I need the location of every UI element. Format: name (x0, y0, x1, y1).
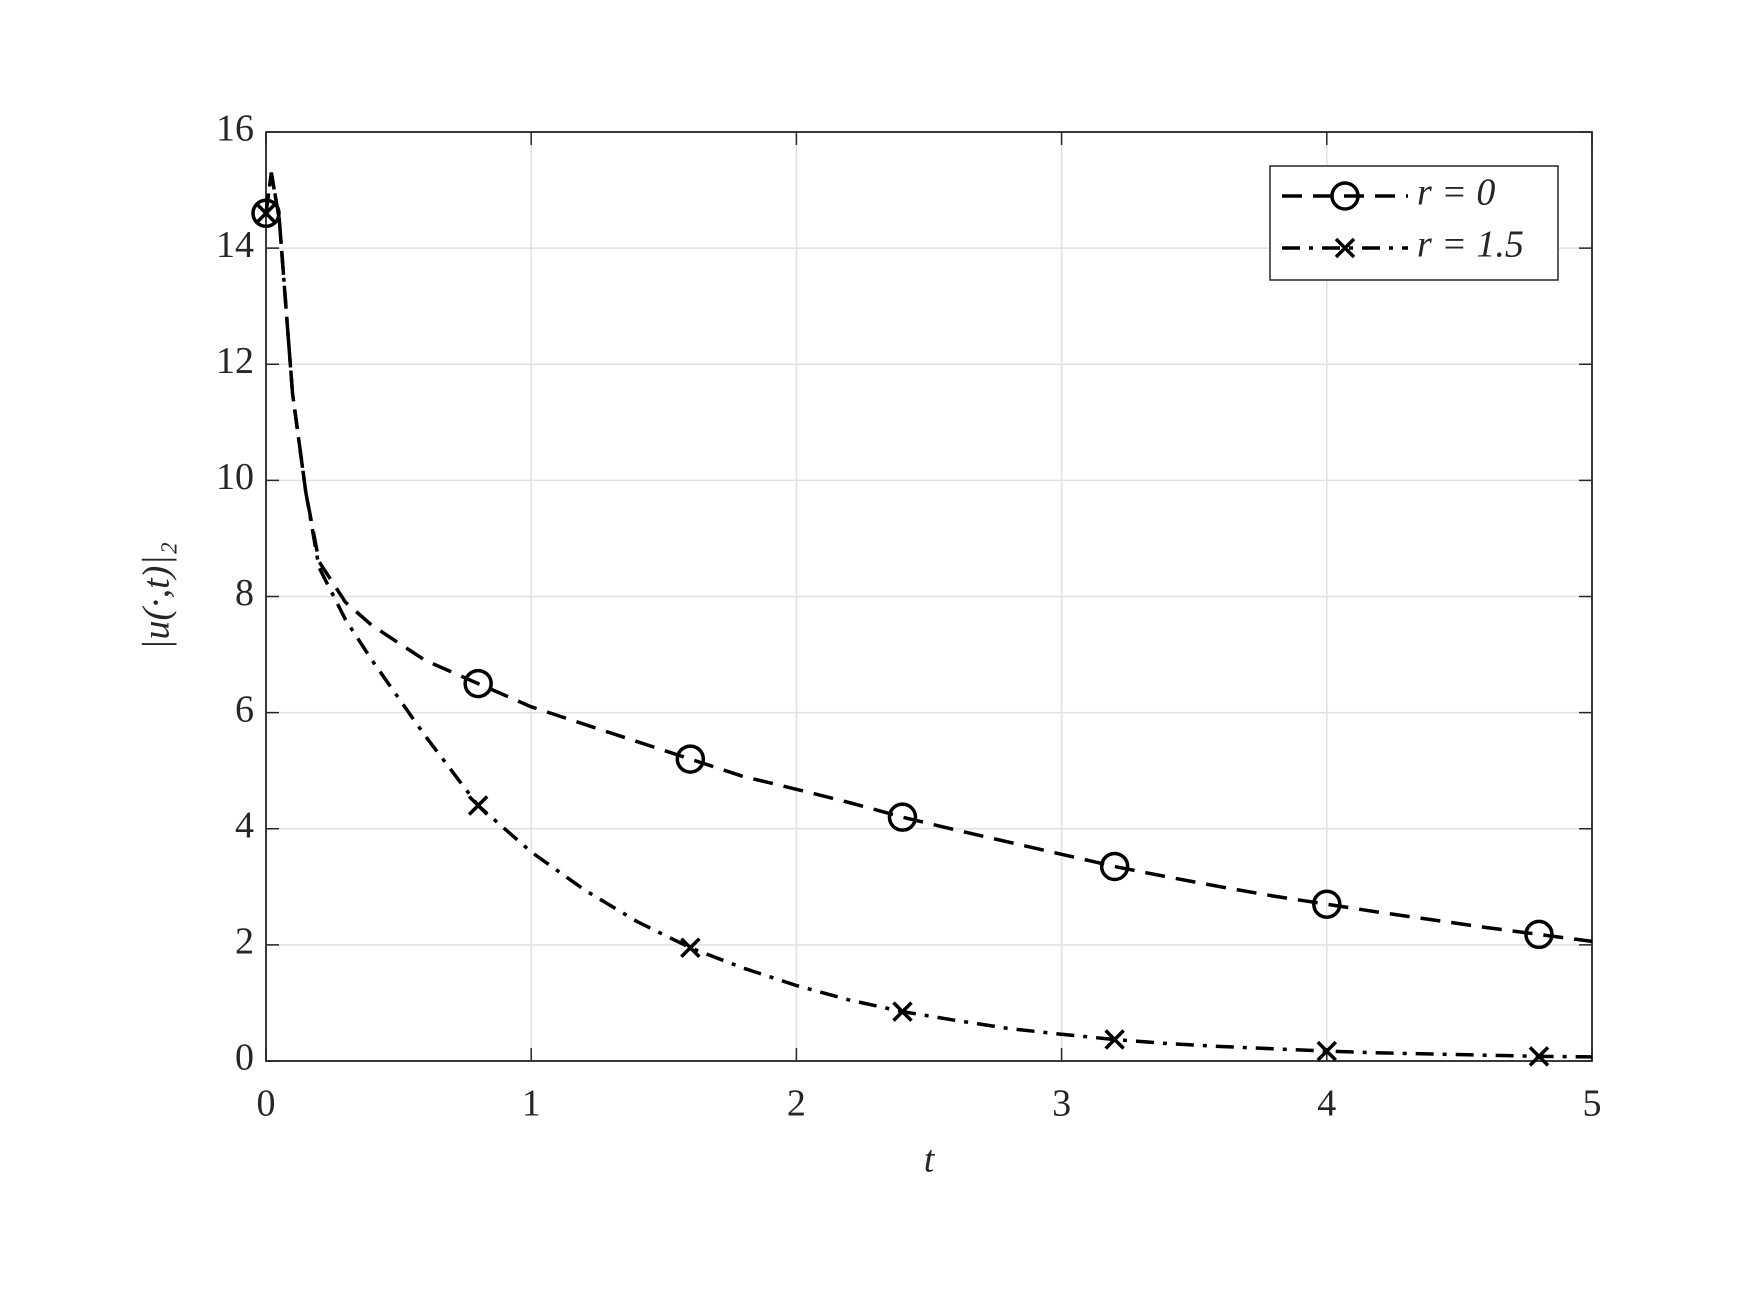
legend-marker (1334, 237, 1356, 259)
x-tick-label: 3 (1052, 1083, 1071, 1125)
y-tick-label: 0 (235, 1037, 254, 1079)
marker (675, 744, 706, 774)
y-tick-label: 12 (216, 340, 254, 382)
marker (1524, 919, 1554, 950)
marker (255, 203, 277, 224)
marker (1316, 1040, 1338, 1062)
x-tick-label: 1 (522, 1083, 541, 1125)
x-axis-label: t (924, 1139, 936, 1181)
x-tick-label: 2 (787, 1083, 806, 1125)
legend-label: r = 0 (1417, 172, 1495, 214)
y-tick-label: 16 (216, 108, 254, 150)
marker (892, 1001, 913, 1022)
y-tick-label: 2 (235, 921, 254, 963)
y-tick-label: 6 (235, 688, 254, 730)
x-tick-label: 4 (1317, 1083, 1336, 1125)
y-tick-label: 4 (235, 804, 254, 846)
y-axis-label: |u(·,t)|₂ (136, 542, 178, 650)
marker (1104, 1029, 1125, 1050)
legend-label: r = 1.5 (1417, 224, 1524, 266)
series-line (264, 172, 1593, 944)
y-tick-label: 8 (235, 572, 254, 614)
x-tick-label: 5 (1583, 1083, 1602, 1125)
plot-frame (265, 131, 1593, 1062)
marker (1312, 889, 1342, 919)
marker (1528, 1046, 1550, 1067)
legend-marker (1330, 181, 1360, 211)
x-tick-label: 0 (257, 1083, 276, 1125)
y-tick-label: 14 (216, 224, 254, 266)
series-line (264, 172, 1593, 1059)
legend-box (1269, 165, 1559, 281)
marker (467, 795, 489, 816)
marker (680, 937, 701, 959)
marker (887, 802, 918, 832)
y-tick-label: 10 (216, 456, 254, 498)
marker (1099, 851, 1130, 882)
marker (463, 668, 493, 699)
